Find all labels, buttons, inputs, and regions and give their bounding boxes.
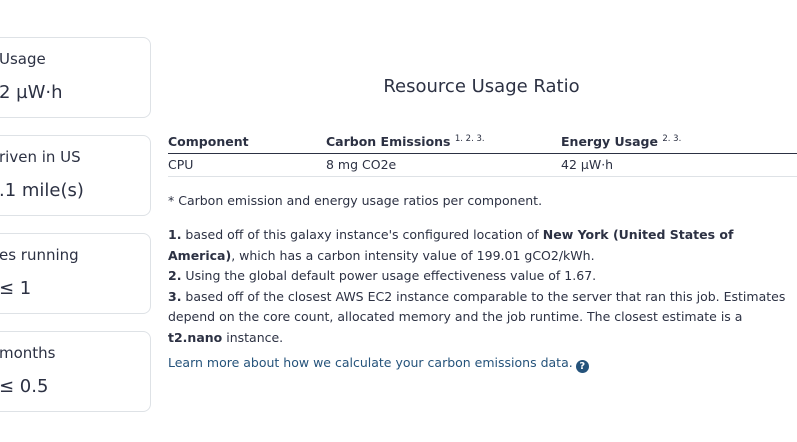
note-marker: 1.	[168, 227, 182, 242]
resource-usage-ratio-title: Resource Usage Ratio	[383, 76, 580, 97]
card-label: months	[0, 344, 56, 362]
card-label: es running	[0, 246, 79, 264]
card-value: ≤ 0.5	[0, 376, 49, 397]
ratio-footnote: * Carbon emission and energy usage ratio…	[168, 193, 543, 208]
note-3: 3. based off of the closest AWS EC2 inst…	[168, 287, 788, 349]
learn-more-link[interactable]: Learn more about how we calculate your c…	[168, 355, 589, 373]
note-marker: 2.	[168, 268, 182, 283]
table-header-row: Component Carbon Emissions 1. 2. 3. Ener…	[168, 132, 797, 154]
note-text: based off of this galaxy instance's conf…	[181, 227, 543, 242]
cell-carbon: 8 mg CO2e	[326, 153, 561, 177]
summary-card-devices-running: es running ≤ 1	[0, 233, 151, 314]
summary-card-energy-usage: Usage 2 µW·h	[0, 37, 151, 118]
note-marker: 3.	[168, 288, 182, 304]
summary-card-tree-months: months ≤ 0.5	[0, 331, 151, 412]
energy-footnote-refs: 2. 3.	[662, 134, 682, 144]
header-energy-label: Energy Usage	[561, 134, 658, 149]
note-text: Using the global default power usage eff…	[181, 268, 597, 283]
note-instance: t2.nano	[168, 329, 223, 345]
carbon-footnote-refs: 1. 2. 3.	[454, 134, 485, 144]
note-text: instance.	[222, 329, 284, 345]
header-energy-usage: Energy Usage 2. 3.	[561, 132, 797, 154]
calculation-notes: 1. based off of this galaxy instance's c…	[168, 225, 788, 348]
card-label: riven in US	[0, 148, 81, 166]
cell-component: CPU	[168, 153, 326, 177]
summary-card-miles-driven: riven in US .1 mile(s)	[0, 135, 151, 216]
card-value: .1 mile(s)	[0, 180, 84, 201]
note-text: , which has a carbon intensity value of …	[231, 247, 595, 263]
note-location: New York (United States of America)	[168, 227, 734, 263]
cell-energy: 42 µW·h	[561, 153, 797, 177]
note-2: 2. Using the global default power usage …	[168, 266, 788, 287]
header-carbon-label: Carbon Emissions	[326, 134, 451, 149]
note-text: based off of the closest AWS EC2 instanc…	[168, 288, 786, 325]
card-value: 2 µW·h	[0, 82, 63, 103]
card-value: ≤ 1	[0, 278, 32, 299]
card-label: Usage	[0, 50, 46, 68]
header-carbon-emissions: Carbon Emissions 1. 2. 3.	[326, 132, 561, 154]
note-1: 1. based off of this galaxy instance's c…	[168, 225, 788, 266]
table-row: CPU 8 mg CO2e 42 µW·h	[168, 153, 797, 177]
question-circle-icon[interactable]: ?	[575, 360, 589, 373]
header-component: Component	[168, 132, 326, 154]
resource-usage-table: Component Carbon Emissions 1. 2. 3. Ener…	[168, 132, 797, 177]
learn-more-text[interactable]: Learn more about how we calculate your c…	[168, 355, 573, 370]
